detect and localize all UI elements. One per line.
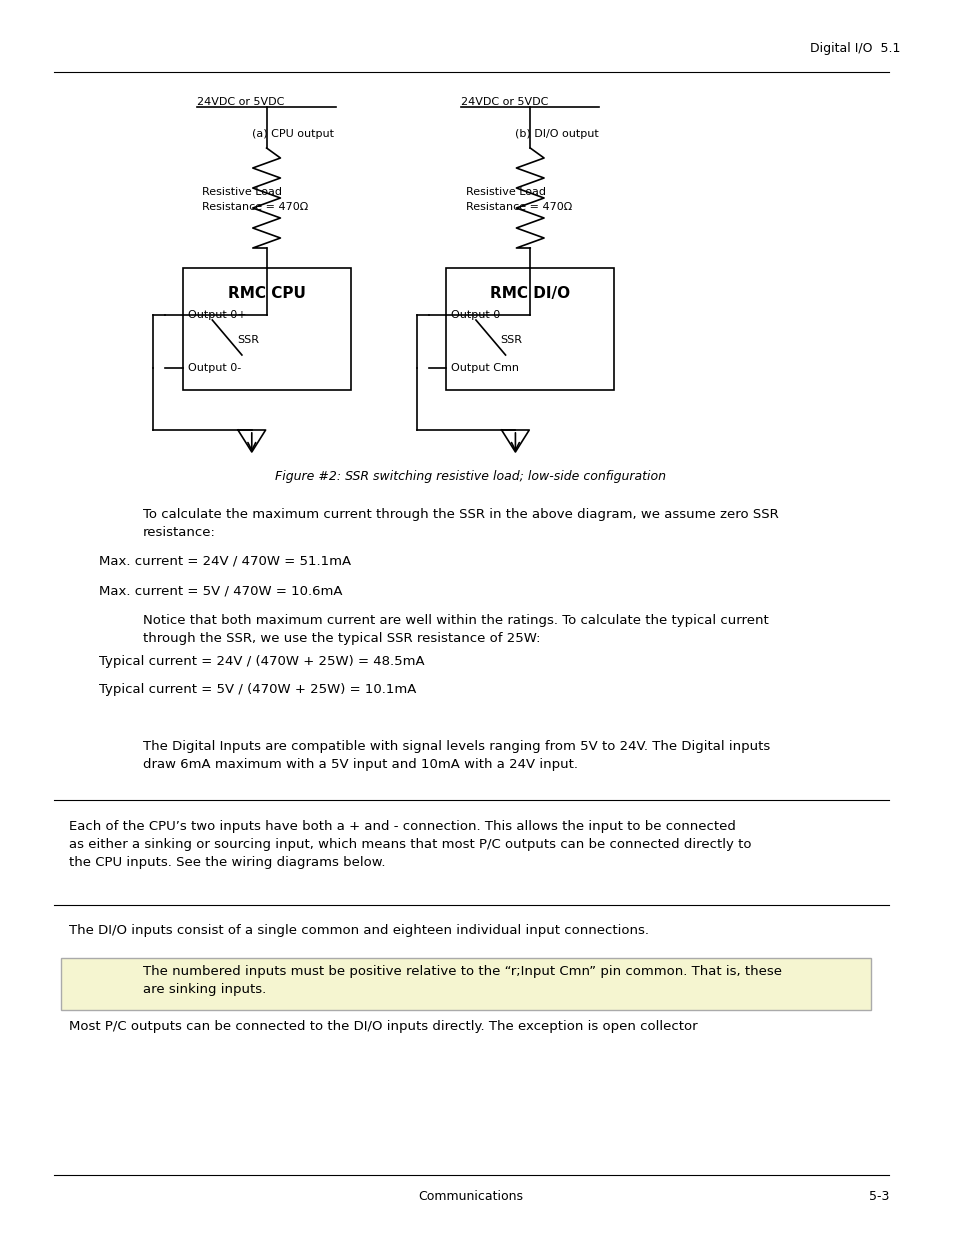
FancyBboxPatch shape (446, 268, 614, 390)
Text: Output 0-: Output 0- (188, 363, 240, 373)
Text: Resistive Load: Resistive Load (466, 186, 545, 198)
Text: RMC DI/O: RMC DI/O (490, 287, 570, 301)
Text: Most P/C outputs can be connected to the DI/O inputs directly. The exception is : Most P/C outputs can be connected to the… (69, 1020, 697, 1032)
Text: Output 0+: Output 0+ (188, 310, 246, 320)
Text: Digital I/O  5.1: Digital I/O 5.1 (809, 42, 899, 56)
Text: Output 0: Output 0 (451, 310, 500, 320)
FancyBboxPatch shape (182, 268, 350, 390)
Text: Communications: Communications (418, 1191, 523, 1203)
Text: To calculate the maximum current through the SSR in the above diagram, we assume: To calculate the maximum current through… (143, 508, 778, 538)
Text: Resistive Load: Resistive Load (202, 186, 282, 198)
Text: Typical current = 5V / (470W + 25W) = 10.1mA: Typical current = 5V / (470W + 25W) = 10… (99, 683, 416, 697)
Text: Notice that both maximum current are well within the ratings. To calculate the t: Notice that both maximum current are wel… (143, 614, 768, 645)
Text: 24VDC or 5VDC: 24VDC or 5VDC (460, 98, 548, 107)
Text: Each of the CPU’s two inputs have both a + and - connection. This allows the inp: Each of the CPU’s two inputs have both a… (69, 820, 751, 869)
FancyBboxPatch shape (61, 958, 870, 1010)
Text: The DI/O inputs consist of a single common and eighteen individual input connect: The DI/O inputs consist of a single comm… (69, 924, 648, 937)
Text: Figure #2: SSR switching resistive load; low-side configuration: Figure #2: SSR switching resistive load;… (275, 471, 666, 483)
Text: Max. current = 5V / 470W = 10.6mA: Max. current = 5V / 470W = 10.6mA (99, 585, 342, 598)
Text: 5-3: 5-3 (868, 1191, 888, 1203)
Text: Output Cmn: Output Cmn (451, 363, 518, 373)
Text: Resistance = 470Ω: Resistance = 470Ω (202, 203, 309, 212)
Text: 24VDC or 5VDC: 24VDC or 5VDC (197, 98, 285, 107)
Text: SSR: SSR (236, 335, 258, 345)
Text: Typical current = 24V / (470W + 25W) = 48.5mA: Typical current = 24V / (470W + 25W) = 4… (99, 655, 424, 668)
Text: SSR: SSR (500, 335, 522, 345)
Text: (a) CPU output: (a) CPU output (252, 128, 334, 140)
Text: Resistance = 470Ω: Resistance = 470Ω (466, 203, 572, 212)
Text: The numbered inputs must be positive relative to the “r;Input Cmn” pin common. T: The numbered inputs must be positive rel… (143, 965, 781, 995)
Text: RMC CPU: RMC CPU (228, 287, 305, 301)
Text: The Digital Inputs are compatible with signal levels ranging from 5V to 24V. The: The Digital Inputs are compatible with s… (143, 740, 770, 771)
Text: (b) DI/O output: (b) DI/O output (515, 128, 598, 140)
Text: Max. current = 24V / 470W = 51.1mA: Max. current = 24V / 470W = 51.1mA (99, 555, 351, 568)
